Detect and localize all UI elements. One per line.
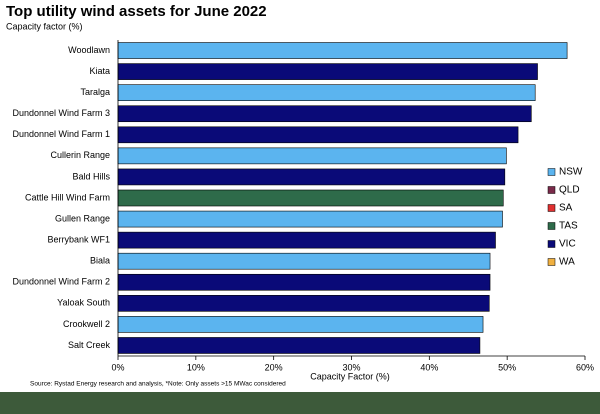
legend-swatch [547,222,556,230]
x-axis-label: Capacity Factor (%) [310,371,390,381]
y-tick-label: Dundonnel Wind Farm 1 [12,129,110,139]
y-tick-label: Dundonnel Wind Farm 2 [12,277,110,287]
bar [117,105,532,123]
legend-label: NSW [559,167,583,178]
y-tick-label: Salt Creek [68,340,111,350]
y-tick-label: Cullerin Range [50,150,110,160]
chart-title: Top utility wind assets for June 2022 [6,3,267,20]
legend-swatch [547,168,556,176]
x-tick-label: 0% [111,362,124,372]
bar [117,273,491,291]
y-tick-label: Kiata [89,66,110,76]
bar [117,63,538,80]
x-tick-label: 40% [420,362,438,372]
y-tick-label: Woodlawn [68,45,110,55]
bar [117,231,496,249]
bar [117,337,481,354]
y-tick-label: Crookwell 2 [63,319,110,329]
source-note: Source: Rystad Energy research and analy… [30,381,286,388]
y-tick-label: Yaloak South [57,298,110,308]
legend-swatch [547,186,556,194]
legend-label: QLD [559,185,580,196]
x-tick-label: 60% [576,362,594,372]
x-tick-label: 20% [265,362,283,372]
y-tick-label: Bald Hills [72,171,110,181]
x-tick-label: 30% [342,362,360,372]
legend-label: SA [559,203,573,214]
footer-band [0,392,600,414]
legend-swatch [547,258,556,266]
bar [117,295,490,312]
bar [117,210,503,228]
legend-label: WA [559,257,575,268]
legend-label: TAS [559,221,578,232]
bar [117,147,507,165]
chart-subtitle: Capacity factor (%) [6,21,83,31]
y-tick-label: Gullen Range [55,213,110,223]
legend-swatch [547,240,556,248]
y-tick-label: Taralga [80,87,110,97]
x-tick-label: 10% [187,362,205,372]
bar [117,84,536,101]
bar [117,126,519,144]
y-tick-label: Berrybank WF1 [47,235,110,245]
legend-swatch [547,204,556,212]
bar [117,316,484,333]
legend-label: VIC [559,239,576,250]
bar [117,189,504,207]
y-tick-label: Cattle Hill Wind Farm [25,192,110,202]
bar [117,42,568,59]
bar [117,168,506,186]
y-tick-label: Dundonnel Wind Farm 3 [12,108,110,118]
x-tick-label: 50% [498,362,516,372]
y-tick-label: Biala [90,256,110,266]
bar [117,252,491,270]
